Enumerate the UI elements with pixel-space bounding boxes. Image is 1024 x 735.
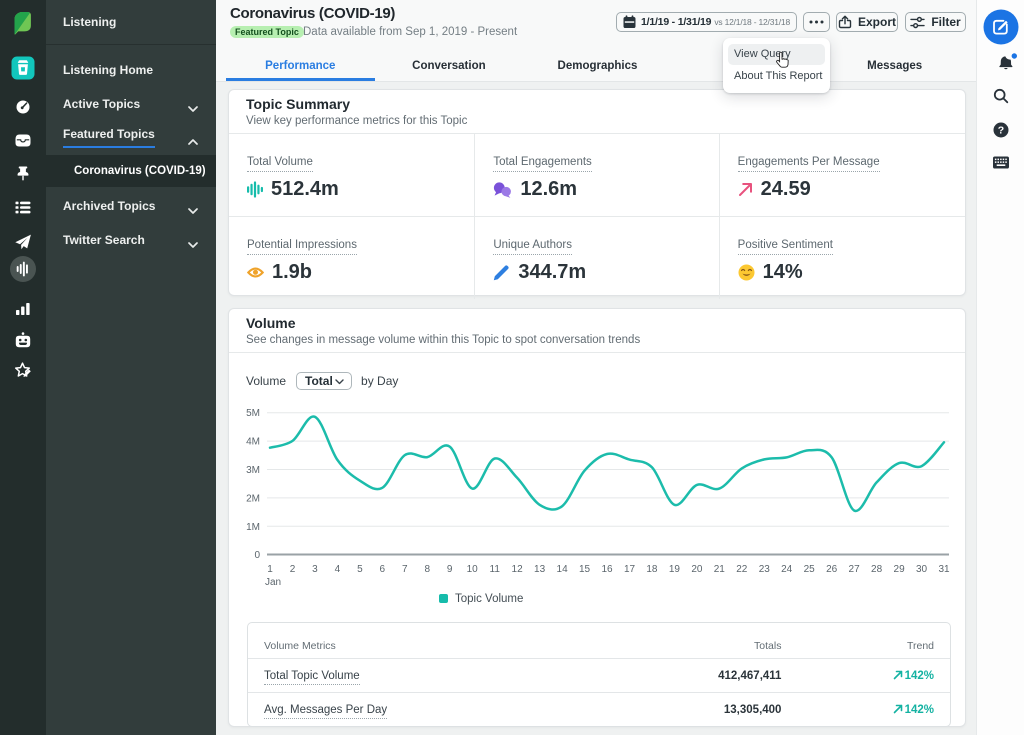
svg-text:5: 5 [357, 564, 363, 575]
svg-text:14: 14 [557, 564, 569, 575]
svg-text:13: 13 [534, 564, 546, 575]
svg-text:4M: 4M [246, 437, 260, 448]
svg-text:2: 2 [290, 564, 296, 575]
svg-text:15: 15 [579, 564, 591, 575]
svg-text:?: ? [998, 125, 1004, 137]
svg-text:Jan: Jan [265, 577, 281, 588]
svg-text:3: 3 [312, 564, 318, 575]
svg-text:19: 19 [669, 564, 681, 575]
svg-text:29: 29 [894, 564, 906, 575]
svg-text:20: 20 [691, 564, 703, 575]
svg-text:30: 30 [916, 564, 928, 575]
svg-text:1M: 1M [246, 522, 260, 533]
svg-text:28: 28 [871, 564, 883, 575]
svg-text:31: 31 [938, 564, 950, 575]
svg-text:4: 4 [335, 564, 341, 575]
svg-text:24: 24 [781, 564, 793, 575]
svg-text:5M: 5M [246, 408, 260, 419]
svg-text:18: 18 [646, 564, 658, 575]
svg-text:9: 9 [447, 564, 453, 575]
svg-text:26: 26 [826, 564, 838, 575]
svg-text:8: 8 [425, 564, 431, 575]
svg-text:10: 10 [467, 564, 479, 575]
svg-text:21: 21 [714, 564, 726, 575]
svg-text:2M: 2M [246, 494, 260, 505]
svg-text:1: 1 [267, 564, 273, 575]
svg-text:22: 22 [736, 564, 748, 575]
svg-text:6: 6 [380, 564, 386, 575]
svg-text:11: 11 [490, 564, 501, 575]
svg-text:12: 12 [512, 564, 524, 575]
svg-text:27: 27 [849, 564, 861, 575]
svg-text:0: 0 [254, 550, 260, 561]
svg-text:25: 25 [804, 564, 816, 575]
svg-text:3M: 3M [246, 465, 260, 476]
svg-text:17: 17 [624, 564, 636, 575]
svg-text:16: 16 [601, 564, 613, 575]
svg-text:23: 23 [759, 564, 771, 575]
svg-text:7: 7 [402, 564, 408, 575]
